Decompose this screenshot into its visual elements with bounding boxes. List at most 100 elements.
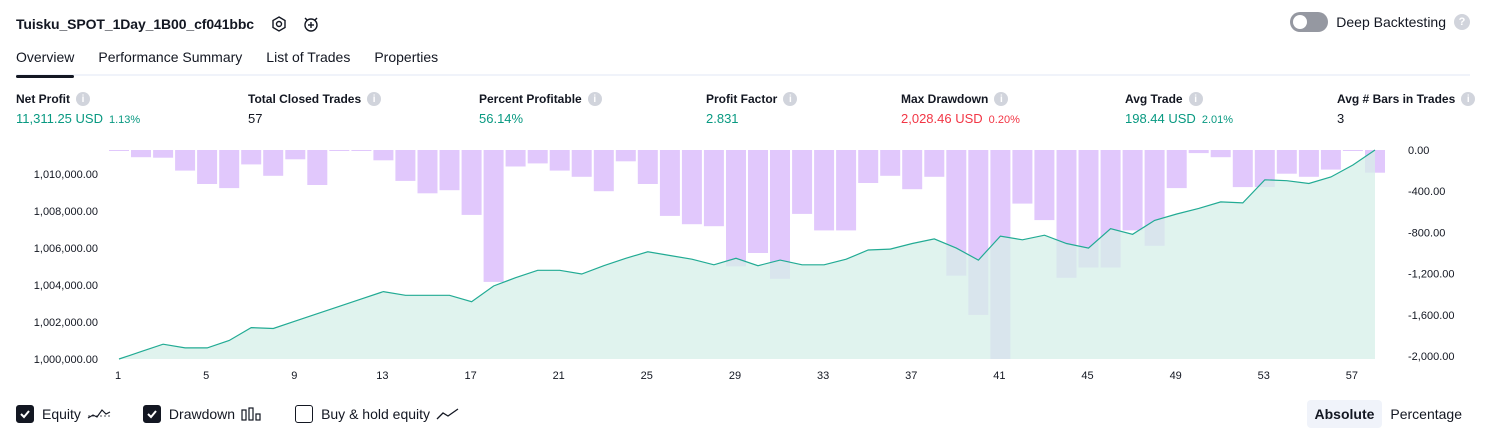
percentage-button[interactable]: Percentage bbox=[1390, 406, 1462, 422]
info-icon[interactable]: i bbox=[367, 92, 382, 106]
chart-legend: Equity Drawdown Buy & hold equity bbox=[16, 402, 492, 426]
info-icon[interactable]: i bbox=[1461, 92, 1476, 106]
metric-percent: 0.20% bbox=[988, 114, 1020, 126]
help-icon[interactable]: ? bbox=[1454, 14, 1470, 30]
legend-equity[interactable]: Equity bbox=[16, 405, 111, 423]
drawdown-bar bbox=[637, 150, 658, 184]
info-icon[interactable]: i bbox=[76, 92, 90, 106]
absolute-button[interactable]: Absolute bbox=[1306, 400, 1383, 428]
left-axis-tick-label: 1,000,000.00 bbox=[34, 354, 98, 366]
metric-label: Percent Profitable bbox=[479, 92, 582, 106]
drawdown-bar bbox=[505, 150, 526, 167]
info-icon[interactable]: i bbox=[783, 92, 798, 106]
metric-label: Profit Factor bbox=[706, 92, 778, 106]
legend-label: Drawdown bbox=[168, 406, 236, 422]
drawdown-bar bbox=[748, 150, 768, 253]
x-axis-tick-label: 13 bbox=[376, 370, 388, 382]
drawdown-bar bbox=[946, 150, 967, 276]
drawdown-bar bbox=[1012, 150, 1033, 204]
x-axis-tick-label: 1 bbox=[115, 370, 121, 382]
tab-bar: Overview Performance Summary List of Tra… bbox=[16, 46, 1470, 78]
tab-overview[interactable]: Overview bbox=[16, 46, 75, 78]
drawdown-bar bbox=[549, 150, 570, 171]
x-axis-tick-label: 25 bbox=[641, 370, 653, 382]
x-axis-tick-label: 37 bbox=[905, 370, 917, 382]
metric-avg-bars-in-trades: Avg # Bars in Trades i 3 bbox=[1337, 92, 1476, 126]
drawdown-bar bbox=[1122, 150, 1143, 231]
equity-area bbox=[119, 150, 1375, 359]
deep-backtesting-label: Deep Backtesting bbox=[1336, 14, 1446, 30]
right-axis-tick-label: -800.00 bbox=[1408, 227, 1445, 239]
drawdown-bar bbox=[836, 150, 857, 231]
legend-label: Buy & hold equity bbox=[321, 406, 431, 422]
info-icon[interactable]: i bbox=[994, 92, 1009, 106]
x-axis-tick-label: 53 bbox=[1258, 370, 1270, 382]
metric-label: Net Profit bbox=[16, 92, 70, 106]
metric-percent: 2.01% bbox=[1201, 114, 1234, 126]
metric-label: Avg Trade bbox=[1125, 92, 1183, 106]
drawdown-bars-icon bbox=[241, 407, 263, 421]
equity-line bbox=[118, 149, 1376, 360]
drawdown-bar bbox=[659, 150, 680, 216]
metrics-row: Net Profit i 11,311.25 USD 1.13% Total Clo… bbox=[0, 92, 1486, 132]
right-axis-tick-label: -400.00 bbox=[1408, 186, 1445, 198]
tab-performance-summary[interactable]: Performance Summary bbox=[98, 49, 243, 65]
view-mode-toggle: Absolute Percentage bbox=[1306, 400, 1471, 428]
x-axis-tick-label: 57 bbox=[1346, 370, 1358, 382]
tab-properties[interactable]: Properties bbox=[374, 49, 439, 65]
equity-checkbox[interactable] bbox=[16, 405, 34, 423]
drawdown-bar bbox=[593, 150, 614, 192]
equity-line-icon bbox=[87, 407, 111, 421]
drawdown-checkbox[interactable] bbox=[142, 405, 161, 423]
drawdown-bar bbox=[902, 150, 923, 190]
metric-label: Avg # Bars in Trades bbox=[1337, 92, 1456, 106]
info-icon[interactable]: i bbox=[1188, 92, 1203, 106]
tab-list-of-trades[interactable]: List of Trades bbox=[266, 49, 351, 65]
metric-max-drawdown: Max Drawdown i 2,028.46 USD 0.20% bbox=[901, 92, 1020, 126]
drawdown-bar bbox=[814, 150, 835, 231]
settings-icon[interactable] bbox=[268, 13, 290, 35]
drawdown-bar bbox=[417, 150, 438, 194]
drawdown-bar bbox=[109, 150, 129, 151]
legend-drawdown[interactable]: Drawdown bbox=[142, 405, 263, 423]
metric-value: 2.831 bbox=[706, 111, 739, 126]
equity-drawdown-chart[interactable]: 1,000,000.00 1,002,000.00 1,004,000.00 1,00… bbox=[0, 138, 1486, 390]
right-axis-tick-label: -2,000.00 bbox=[1408, 351, 1454, 363]
drawdown-bar bbox=[1034, 150, 1055, 221]
left-axis-tick-label: 1,010,000.00 bbox=[34, 169, 98, 181]
drawdown-bar bbox=[858, 150, 879, 183]
x-axis-tick-label: 29 bbox=[729, 370, 741, 382]
info-icon[interactable]: i bbox=[587, 92, 602, 106]
buy-hold-line-icon bbox=[436, 407, 460, 421]
strategy-title: Tuisku_SPOT_1Day_1B00_cf041bbc bbox=[16, 16, 254, 32]
drawdown-bar bbox=[1210, 150, 1231, 158]
drawdown-bar bbox=[527, 150, 548, 164]
x-axis-tick-label: 5 bbox=[203, 370, 209, 382]
metric-label: Max Drawdown bbox=[901, 92, 989, 106]
buy-hold-checkbox[interactable] bbox=[295, 405, 314, 423]
left-axis-tick-label: 1,002,000.00 bbox=[34, 317, 98, 329]
left-axis-tick-label: 1,008,000.00 bbox=[34, 206, 98, 218]
header: Tuisku_SPOT_1Day_1B00_cf041bbc Deep Back… bbox=[16, 10, 1470, 38]
metric-total-closed-trades: Total Closed Trades i 57 bbox=[248, 92, 382, 126]
drawdown-bar bbox=[1298, 150, 1319, 177]
legend-buy-hold[interactable]: Buy & hold equity bbox=[295, 405, 460, 423]
metric-percent: 1.13% bbox=[108, 114, 141, 126]
drawdown-bar bbox=[1254, 150, 1275, 188]
right-axis-tick-label: -1,200.00 bbox=[1408, 269, 1454, 281]
deep-backtesting-toggle[interactable] bbox=[1290, 12, 1329, 32]
drawdown-bar bbox=[1232, 150, 1253, 188]
drawdown-bar bbox=[681, 150, 702, 225]
metric-value: 57 bbox=[248, 111, 263, 126]
drawdown-bar bbox=[285, 150, 306, 160]
drawdown-bar bbox=[880, 150, 901, 176]
right-axis-tick-label: 0.00 bbox=[1408, 145, 1429, 157]
x-axis-tick-label: 45 bbox=[1081, 370, 1093, 382]
drawdown-bar bbox=[703, 150, 724, 227]
alarm-clock-add-icon[interactable] bbox=[300, 13, 322, 35]
deep-backtesting: Deep Backtesting ? bbox=[1290, 12, 1470, 32]
drawdown-bar bbox=[439, 150, 460, 191]
drawdown-bar bbox=[241, 150, 262, 165]
x-axis-tick-label: 41 bbox=[993, 370, 1005, 382]
metric-profit-factor: Profit Factor i 2.831 bbox=[706, 92, 798, 126]
